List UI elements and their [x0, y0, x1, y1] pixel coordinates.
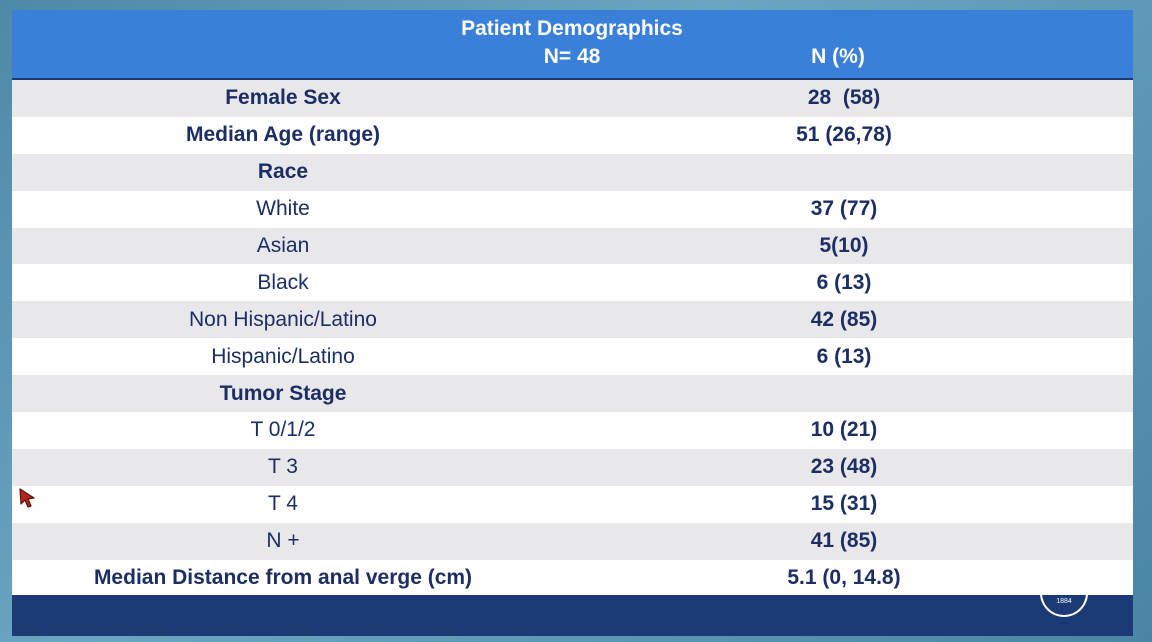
row-value: 6 (13): [816, 344, 872, 368]
seal-year: 1884: [1056, 598, 1072, 605]
row-label: Non Hispanic/Latino: [189, 307, 377, 331]
table-row: T 0/1/2 10 (21): [12, 412, 1133, 449]
row-label: Female Sex: [225, 86, 341, 110]
table-row: Black 6 (13): [12, 264, 1133, 302]
header-n-total: N= 48: [543, 45, 601, 68]
row-value: 37 (77): [810, 197, 878, 221]
row-label: T 3: [268, 455, 298, 479]
row-value: 10 (21): [810, 418, 878, 442]
table-row: Median Age (range) 51 (26,78): [12, 116, 1133, 154]
table-row: T 3 23 (48): [12, 448, 1133, 486]
header-n-percent: N (%): [811, 45, 865, 68]
footer-bar: 1884: [12, 583, 1133, 636]
row-value: 23 (48): [810, 455, 878, 479]
row-label: Asian: [256, 234, 310, 257]
row-label: Black: [257, 270, 309, 294]
table-row: Asian 5(10): [12, 227, 1133, 265]
row-label: T 0/1/2: [250, 418, 316, 442]
row-label: T 4: [268, 492, 298, 516]
table-row: Non Hispanic/Latino 42 (85): [12, 301, 1133, 339]
row-value: 41 (85): [810, 529, 878, 553]
table-row: Median Distance from anal verge (cm) 5.1…: [12, 559, 1133, 597]
university-seal-icon: 1884: [1040, 583, 1088, 617]
row-label: Median Distance from anal verge (cm): [93, 566, 473, 590]
row-label: Hispanic/Latino: [211, 344, 355, 368]
row-value: 5.1 (0, 14.8): [787, 566, 901, 590]
row-value: [754, 375, 934, 412]
demographics-table: Female Sex 28 (58) Median Age (range) 51…: [12, 80, 1133, 597]
row-value: 42 (85): [810, 307, 878, 331]
table-row: N + 41 (85): [12, 522, 1133, 560]
row-label: Median Age (range): [185, 123, 381, 147]
table-row: Hispanic/Latino 6 (13): [12, 338, 1133, 376]
row-value: 15 (31): [810, 492, 878, 516]
table-row: Female Sex 28 (58): [12, 80, 1133, 117]
row-value: 5(10): [819, 234, 869, 257]
row-label: White: [256, 197, 310, 221]
row-label: Race: [257, 160, 309, 184]
table-header: Patient Demographics N= 48 N (%): [12, 10, 1133, 80]
table-row: Tumor Stage: [12, 375, 1133, 413]
mouse-pointer-icon: [19, 488, 35, 508]
row-value: 6 (13): [816, 270, 872, 294]
table-row: White 37 (77): [12, 190, 1133, 228]
table-title: Patient Demographics: [461, 17, 683, 40]
row-value: 51 (26,78): [796, 123, 892, 147]
row-value: 28 (58): [807, 86, 881, 110]
table-row: Race: [12, 153, 1133, 191]
row-value: [754, 154, 934, 191]
row-label: Tumor Stage: [219, 381, 347, 405]
row-label: N +: [266, 529, 300, 553]
table-row: T 4 15 (31): [12, 485, 1133, 523]
slide: Patient Demographics N= 48 N (%) Female …: [12, 10, 1133, 636]
